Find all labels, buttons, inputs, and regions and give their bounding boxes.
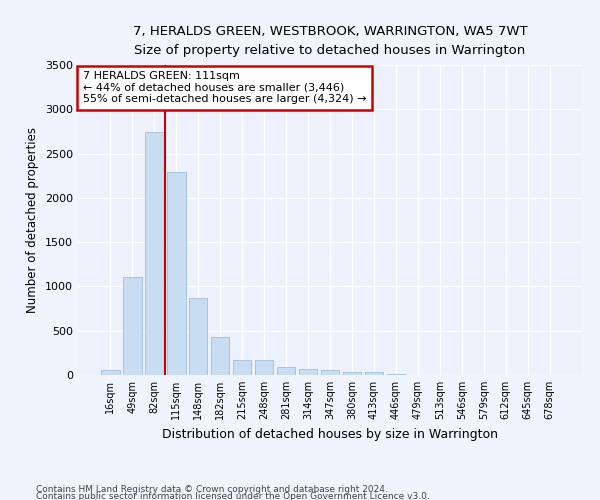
Bar (233, 360, 251, 375)
Bar (343, 372, 361, 375)
Bar (145, 132, 164, 375)
Bar (277, 367, 295, 375)
Bar (101, 370, 119, 375)
Bar (386, 374, 405, 375)
Bar (211, 337, 229, 375)
Y-axis label: Number of detached properties: Number of detached properties (26, 127, 40, 313)
Title: 7, HERALDS GREEN, WESTBROOK, WARRINGTON, WA5 7WT
Size of property relative to de: 7, HERALDS GREEN, WESTBROOK, WARRINGTON,… (133, 25, 527, 57)
Bar (365, 372, 383, 375)
Bar (189, 298, 208, 375)
Bar (167, 172, 185, 375)
Text: 7 HERALDS GREEN: 111sqm
← 44% of detached houses are smaller (3,446)
55% of semi: 7 HERALDS GREEN: 111sqm ← 44% of detache… (83, 71, 367, 104)
X-axis label: Distribution of detached houses by size in Warrington: Distribution of detached houses by size … (162, 428, 498, 440)
Bar (255, 360, 274, 375)
Bar (123, 276, 142, 375)
Bar (299, 369, 317, 375)
Text: Contains HM Land Registry data © Crown copyright and database right 2024.: Contains HM Land Registry data © Crown c… (36, 486, 388, 494)
Bar (320, 370, 340, 375)
Text: Contains public sector information licensed under the Open Government Licence v3: Contains public sector information licen… (36, 492, 430, 500)
